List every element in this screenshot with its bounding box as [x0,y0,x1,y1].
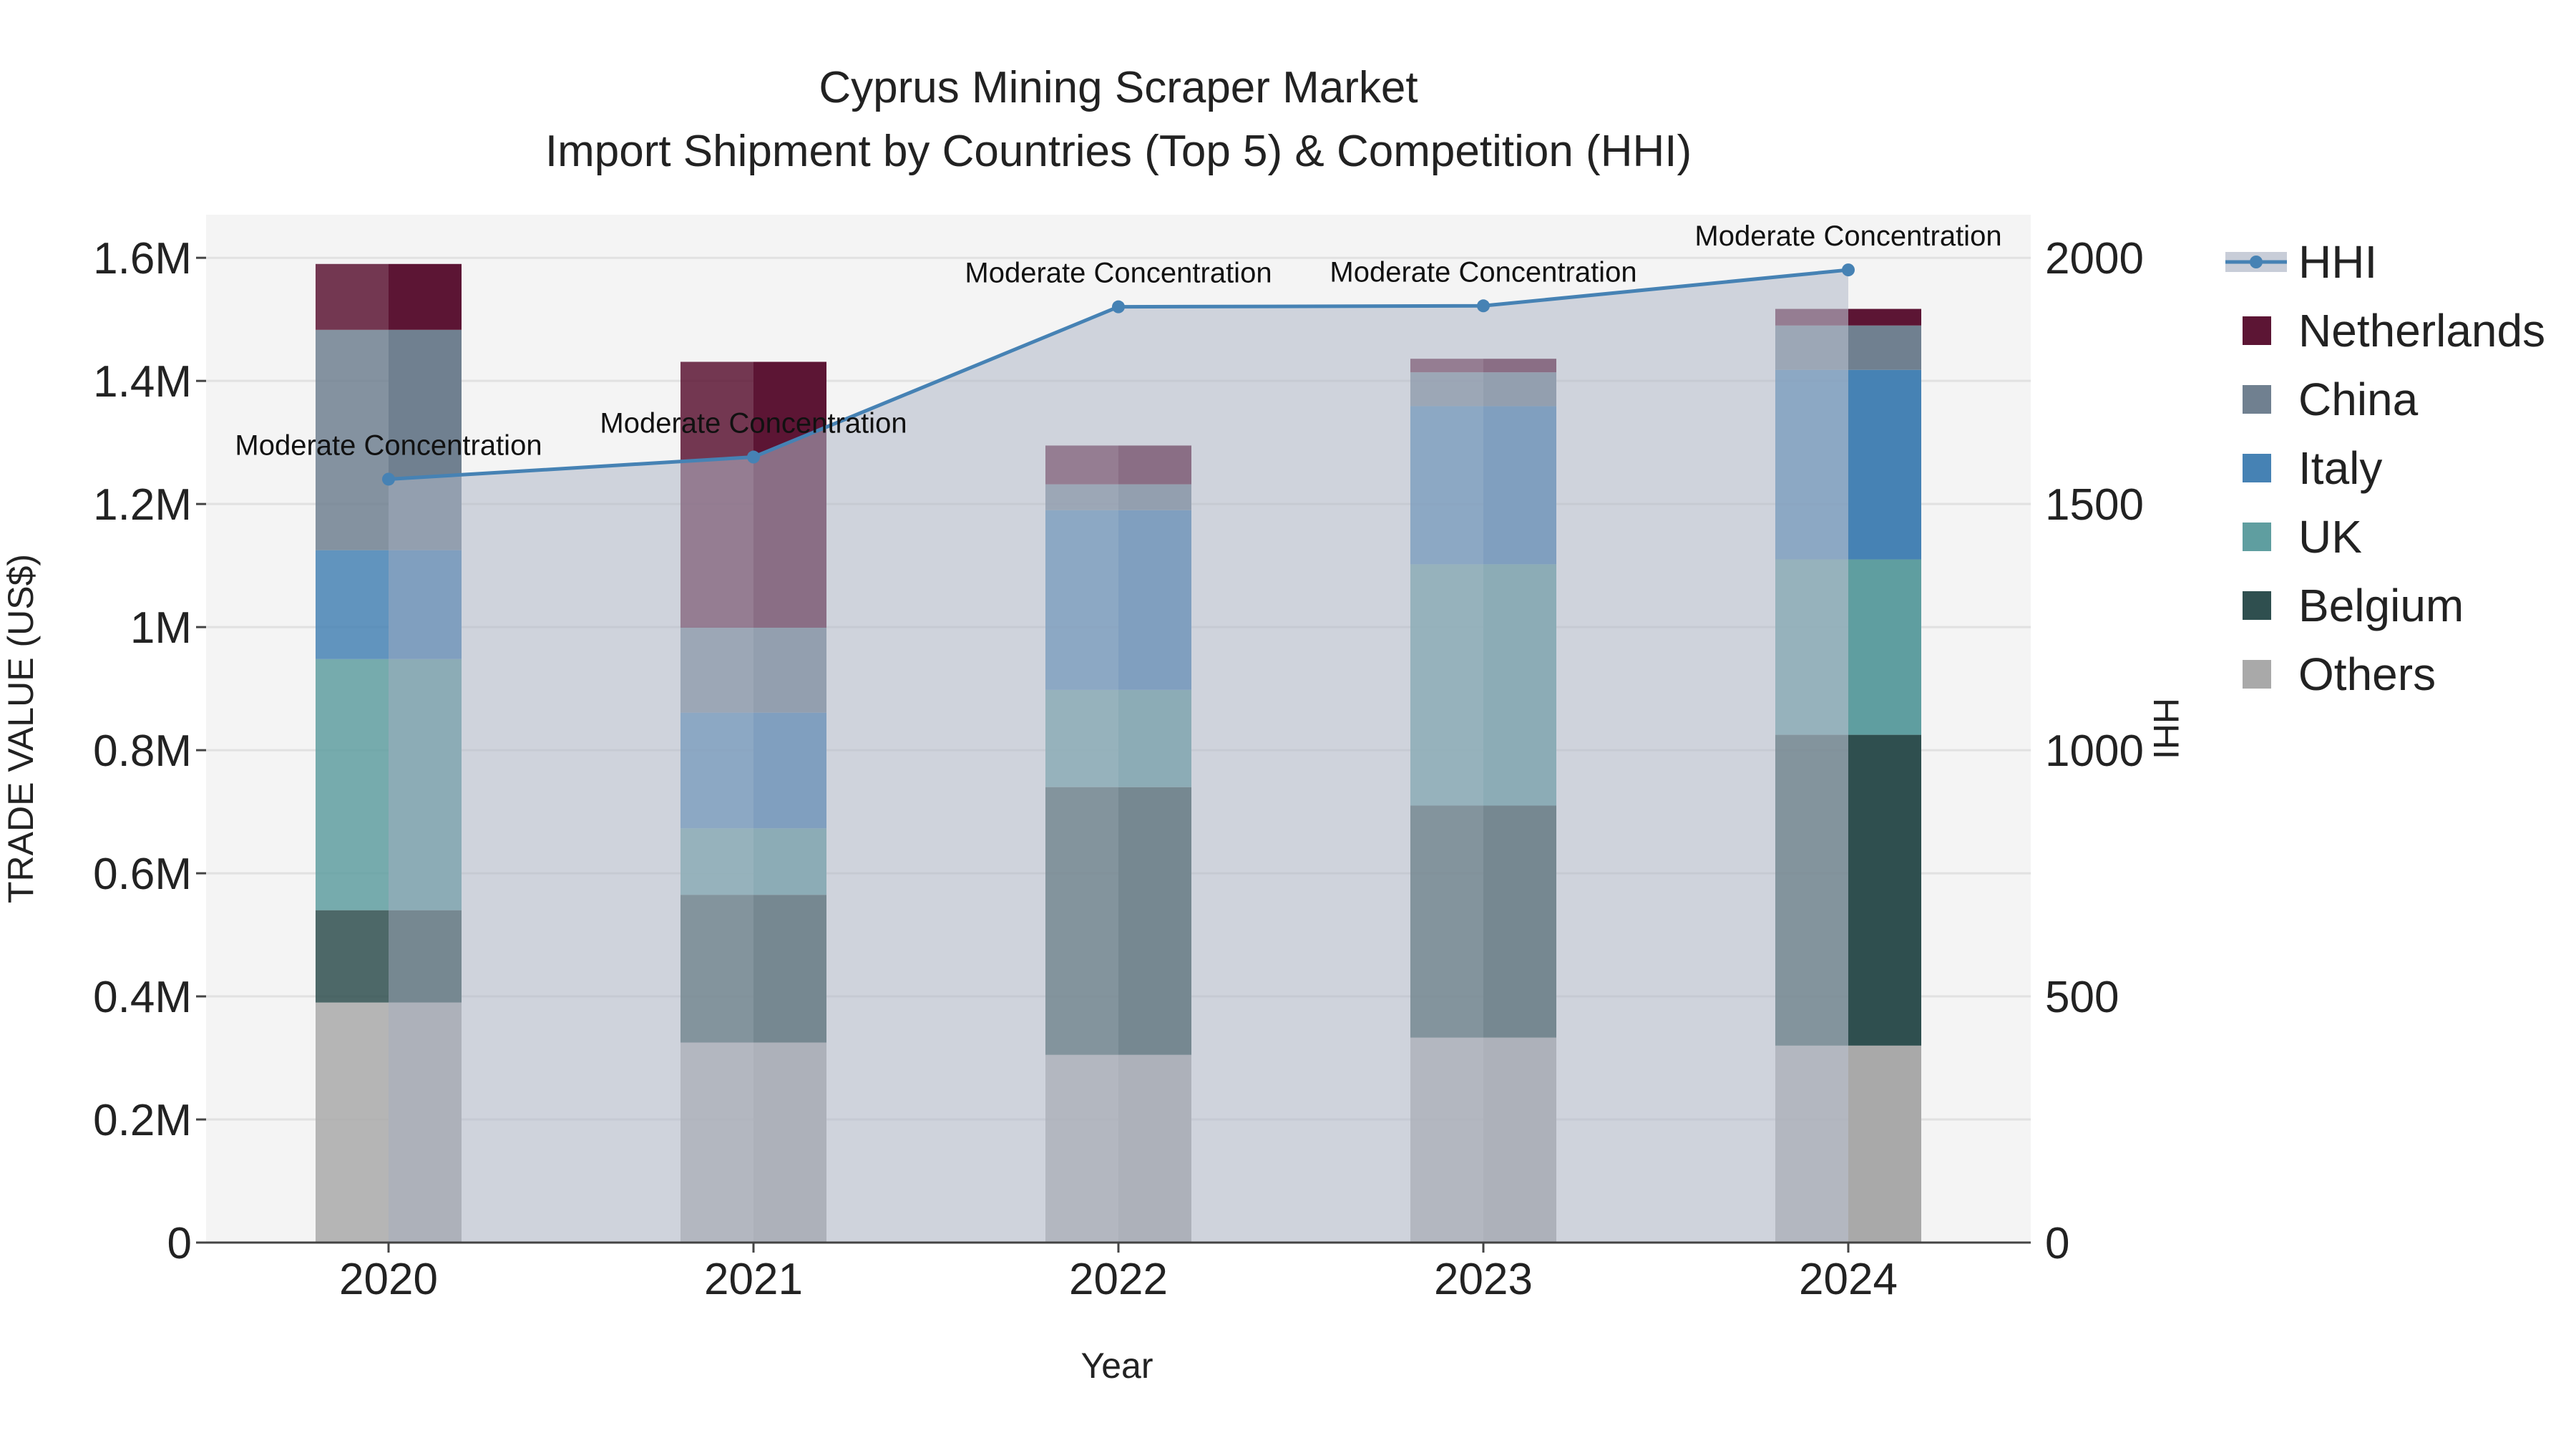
bar-segment [316,659,389,910]
hhi-point [1477,299,1490,313]
y2-axis-title: HHI [2146,698,2186,759]
bar-segment [316,910,389,1003]
y-tick-label: 1.6M [93,234,192,283]
bar-segment [316,550,389,659]
y-axis-title: TRADE VALUE (US$) [1,554,41,903]
y2-tick-label: 2000 [2045,234,2144,283]
x-tick-label: 2022 [1069,1255,1168,1304]
bar-segment [1848,325,1921,370]
legend-swatch [2243,316,2271,345]
hhi-point [1112,300,1125,314]
legend-label: Netherlands [2298,305,2545,356]
bar-segment [316,263,389,330]
bar-segment [1848,734,1921,1046]
hhi-annotation: Moderate Concentration [1694,220,2001,252]
legend-swatch [2243,523,2271,551]
legend-label: Italy [2298,442,2382,494]
hhi-line [382,263,1855,486]
y2-tick-label: 500 [2045,973,2119,1022]
legend-swatch-hhi-marker [2250,256,2263,268]
hhi-point [747,450,760,464]
chart-subtitle: Import Shipment by Countries (Top 5) & C… [545,127,1692,176]
bar-segment [316,1002,389,1243]
hhi-area [389,270,1848,1243]
bar-segment [316,329,389,550]
legend-label: Belgium [2298,580,2464,631]
hhi-area-fill [389,270,1848,1243]
bar-segment [1848,559,1921,735]
x-axis-title: Year [1080,1346,1153,1386]
y-tick-label: 0.6M [93,850,192,899]
hhi-annotation: Moderate Concentration [1330,256,1636,288]
hhi-point [1842,263,1855,277]
legend-swatch [2243,454,2271,482]
bar-segment [1848,1045,1921,1243]
x-tick-label: 2024 [1799,1255,1898,1304]
x-tick-label: 2021 [704,1255,803,1304]
bar-segment [1848,369,1921,560]
y2-tick-label: 1000 [2045,726,2144,776]
legend: HHI Netherlands China Italy UK Belgium Others [2225,236,2545,700]
hhi-annotation: Moderate Concentration [600,408,907,439]
bar-segment [389,263,462,330]
legend-swatch [2243,660,2271,689]
y2-tick-label: 1500 [2045,480,2144,530]
axes: 0 0.2M 0.4M 0.6M 0.8M 1M 1.2M 1.4M 1.6M 0 500 1000 1… [93,234,2144,1304]
legend-label: HHI [2298,236,2377,288]
x-tick-label: 2020 [339,1255,438,1304]
y-tick-label: 1.2M [93,480,192,530]
hhi-annotation: Moderate Concentration [235,429,542,461]
y2-tick-label: 0 [2045,1219,2069,1268]
y-tick-label: 0.4M [93,973,192,1022]
hhi-annotations: Moderate Concentration Moderate Concentra… [235,220,2001,461]
legend-label: China [2298,374,2419,425]
y-tick-label: 1.4M [93,357,192,407]
legend-swatch [2243,591,2271,620]
y-tick-label: 0.2M [93,1096,192,1145]
bar-segment [1848,308,1921,326]
y-tick-label: 1M [130,603,192,653]
chart-title: Cyprus Mining Scraper Market [819,63,1418,112]
y-tick-label: 0.8M [93,726,192,776]
legend-swatch [2243,385,2271,414]
hhi-point [382,472,395,486]
y-tick-label: 0 [167,1219,192,1268]
x-tick-label: 2023 [1434,1255,1533,1304]
hhi-annotation: Moderate Concentration [965,258,1272,289]
legend-label: Others [2298,648,2436,700]
legend-label: UK [2298,511,2362,563]
